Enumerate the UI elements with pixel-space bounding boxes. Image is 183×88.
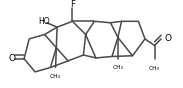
Text: CH₃: CH₃ — [149, 66, 160, 71]
Text: O: O — [8, 54, 15, 63]
Text: O: O — [165, 34, 172, 43]
Text: HO: HO — [38, 17, 50, 26]
Text: CH₃: CH₃ — [50, 74, 61, 79]
Text: F: F — [70, 0, 75, 9]
Text: CH₃: CH₃ — [112, 65, 123, 70]
